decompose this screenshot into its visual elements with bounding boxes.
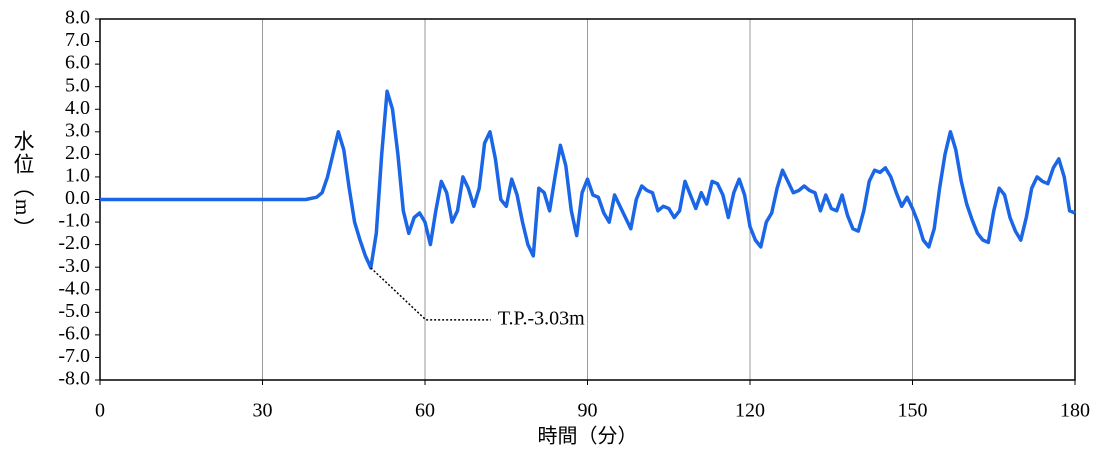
y-tick-label: 5.0 (65, 74, 90, 96)
y-tick-label: -4.0 (58, 277, 90, 299)
x-tick-label: 120 (735, 400, 765, 422)
y-tick-label: -2.0 (58, 232, 90, 254)
x-tick-label: 60 (415, 400, 435, 422)
annotation-leader (370, 267, 491, 321)
y-tick-label: 1.0 (65, 165, 90, 187)
x-tick-label: 30 (253, 400, 273, 422)
y-tick-label: 0.0 (65, 187, 90, 209)
y-tick-label: 3.0 (65, 119, 90, 141)
y-tick-label: -3.0 (58, 255, 90, 277)
y-axis-label: 水位（m） (11, 130, 35, 241)
y-tick-label: 4.0 (65, 97, 90, 119)
y-tick-label: -1.0 (58, 210, 90, 232)
data-line (100, 89, 1076, 270)
y-tick-label: -6.0 (58, 322, 90, 344)
x-tick-label: 0 (95, 400, 105, 422)
y-tick-label: 2.0 (65, 142, 90, 164)
x-tick-label: 180 (1060, 400, 1090, 422)
y-tick-label: 8.0 (65, 7, 90, 29)
annotation-label: T.P.-3.03m (498, 307, 585, 329)
y-tick-label: 6.0 (65, 52, 90, 74)
x-axis-label: 時間（分） (538, 425, 638, 448)
x-tick-label: 150 (898, 400, 928, 422)
x-tick-label: 90 (578, 400, 598, 422)
y-tick-label: -8.0 (58, 368, 90, 390)
y-tick-label: 7.0 (65, 29, 90, 51)
y-tick-label: -5.0 (58, 300, 90, 322)
y-tick-label: -7.0 (58, 345, 90, 367)
